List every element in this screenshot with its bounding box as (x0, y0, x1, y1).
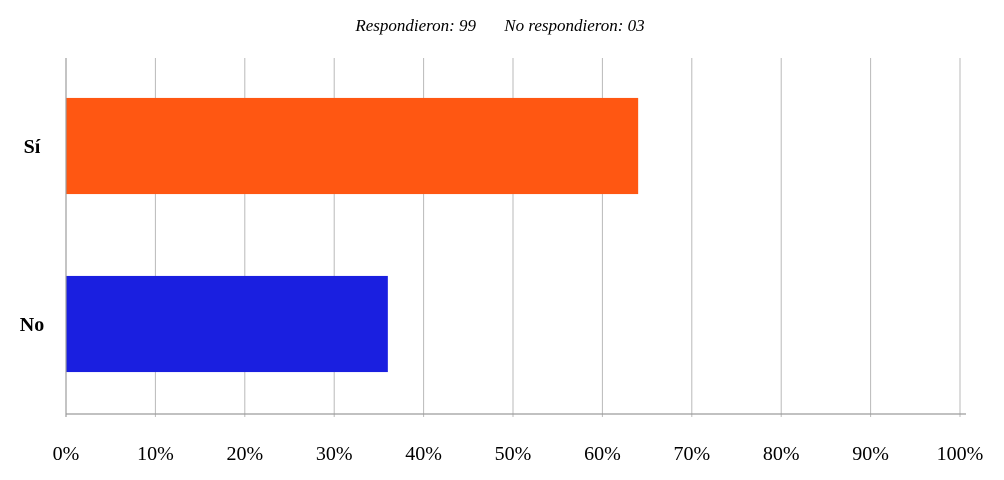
x-tick-label: 40% (405, 443, 442, 465)
x-tick-label: 70% (673, 443, 710, 465)
bars (66, 97, 639, 373)
x-tick-label: 90% (852, 443, 889, 465)
x-tick-label: 30% (316, 443, 353, 465)
x-tick-label: 20% (226, 443, 263, 465)
x-tick-label: 50% (495, 443, 532, 465)
x-tick-label: 80% (763, 443, 800, 465)
labels: 0% 10% 20% 30% 40% 50% 60% 70% 80% 90% 100% Sí No (20, 136, 984, 465)
chart-subtitle: Respondieron: 99 No respondieron: 03 (354, 16, 644, 35)
x-tick-label: 100% (937, 443, 984, 465)
x-tick-label: 60% (584, 443, 621, 465)
category-label: No (20, 314, 44, 336)
not-responded-count: No respondieron: 03 (503, 16, 644, 35)
x-tick-label: 0% (53, 443, 80, 465)
bar-no (66, 275, 388, 373)
category-label: Sí (24, 136, 41, 158)
bar-si (66, 97, 639, 195)
responded-count: Respondieron: 99 (354, 16, 476, 35)
axes (65, 58, 966, 417)
x-tick-label: 10% (137, 443, 174, 465)
